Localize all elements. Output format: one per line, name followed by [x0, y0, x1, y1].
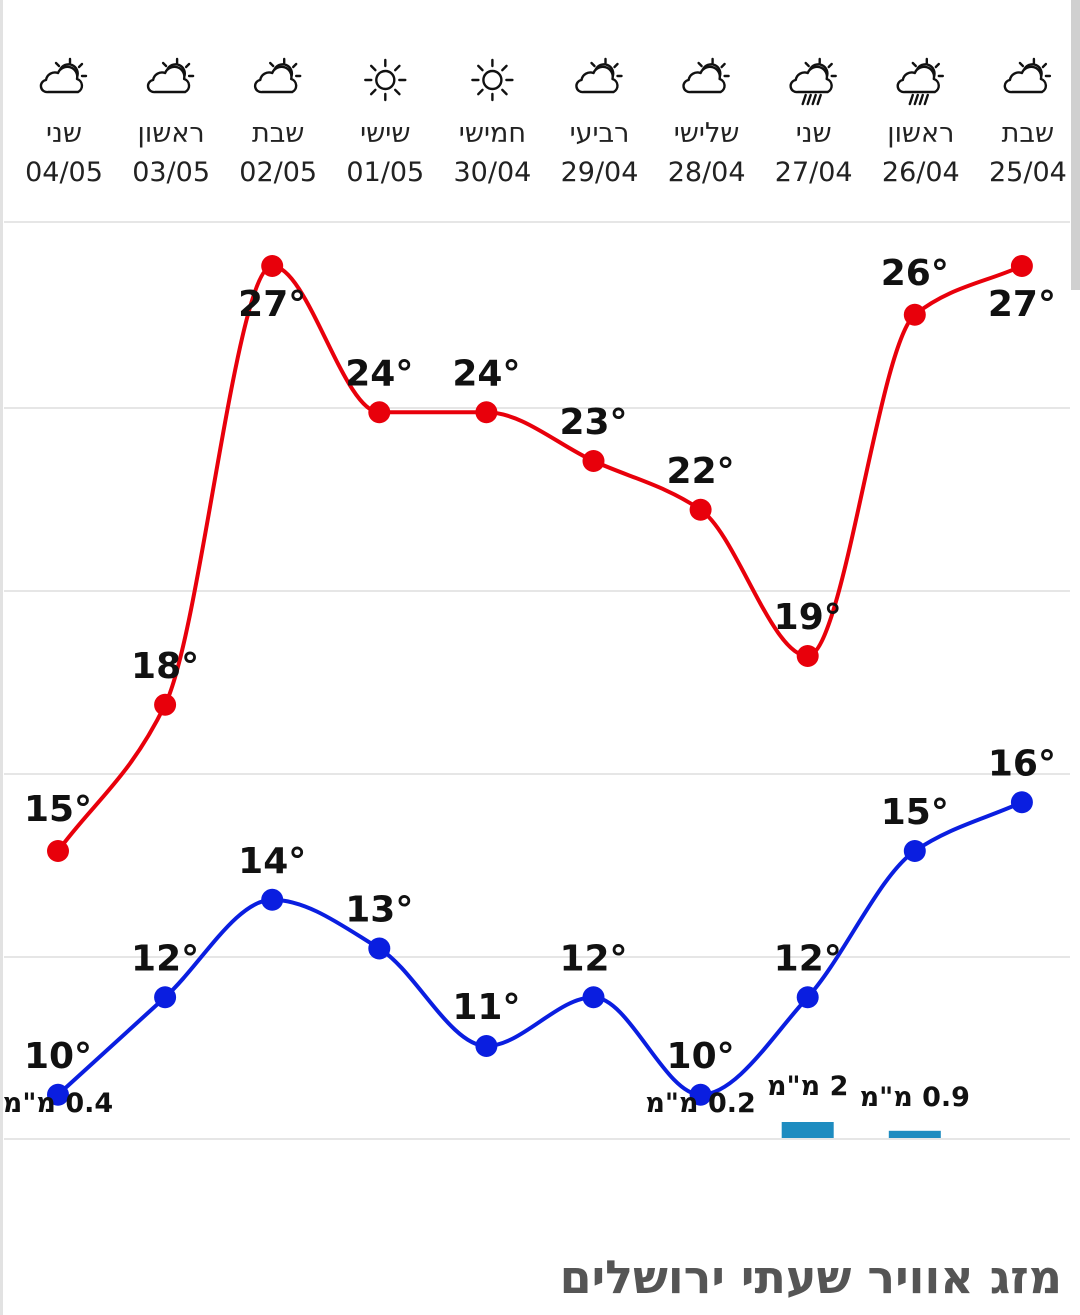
- day-name-label: שבת: [252, 118, 304, 149]
- high-temperature-line: [56, 263, 1024, 853]
- high-temperature-point: [475, 401, 498, 424]
- partly-cloudy-icon: [1003, 57, 1052, 94]
- day-name-label: שני: [796, 118, 832, 149]
- high-temperature-label: 26°: [881, 253, 949, 294]
- day-name-label: רביעי: [570, 118, 630, 149]
- precipitation-bar: [888, 1130, 941, 1138]
- precipitation-bar: [781, 1122, 834, 1138]
- high-temperature-point: [47, 840, 69, 862]
- low-temperature-point: [903, 840, 926, 862]
- partly-cloudy-icon: [575, 57, 623, 94]
- high-temperature-label: 15°: [24, 789, 92, 830]
- scrollbar[interactable]: [1071, 0, 1080, 290]
- partly-cloudy-icon: [146, 57, 195, 94]
- high-temperature-label: 27°: [238, 284, 306, 325]
- high-temperature-point: [903, 303, 926, 326]
- date-label: 29/04: [561, 157, 639, 188]
- precipitation-label: 2 מ"מ: [767, 1071, 848, 1102]
- low-temperature-point: [582, 986, 605, 1009]
- high-temperature-label: 22°: [667, 451, 735, 492]
- section-title: מזג אוויר שעתי ירושלים: [559, 1250, 1062, 1304]
- high-temperature-point: [261, 255, 284, 277]
- precipitation-label: 0.9 מ"מ: [860, 1082, 970, 1113]
- low-temperature-label: 11°: [452, 987, 520, 1028]
- low-temperature-point: [261, 888, 284, 911]
- sun-icon: [364, 58, 407, 102]
- low-temperature-point: [154, 986, 177, 1009]
- low-temperature-point: [368, 937, 391, 960]
- day-name-label: ראשון: [887, 118, 954, 149]
- high-temperature-label: 27°: [988, 284, 1056, 325]
- left-edge-line: [0, 0, 3, 1315]
- low-temperature-point: [689, 1083, 712, 1106]
- low-temperature-point: [1010, 791, 1033, 814]
- partly-cloudy-icon: [39, 57, 88, 94]
- precipitation-label: 0.4 מ"מ: [3, 1088, 113, 1119]
- date-label: 28/04: [668, 157, 746, 188]
- low-temperature-line: [56, 800, 1024, 1097]
- high-temperature-point: [368, 401, 391, 424]
- high-temperature-point: [154, 693, 177, 716]
- precipitation-label: 0.2 מ"מ: [645, 1088, 755, 1119]
- low-temperature-label: 13°: [345, 890, 413, 931]
- high-temperature-label: 24°: [452, 353, 520, 394]
- day-name-label: חמישי: [459, 118, 526, 149]
- high-temperature-point: [689, 498, 712, 521]
- date-label: 25/04: [989, 157, 1067, 188]
- day-name-label: שבת: [1002, 118, 1054, 149]
- low-temperature-label: 15°: [881, 792, 949, 833]
- forecast-chart: שני 04/05 ראשון 03/05 שבת 02/05 שישי 01/05 חמישי…: [3, 57, 1070, 1140]
- date-label: 30/04: [453, 157, 531, 188]
- partly-cloudy-icon: [682, 57, 730, 94]
- low-temperature-point: [47, 1083, 69, 1106]
- low-temperature-label: 14°: [238, 841, 306, 882]
- low-temperature-label: 12°: [131, 938, 199, 979]
- high-temperature-label: 23°: [559, 402, 627, 443]
- day-name-label: שני: [46, 118, 82, 149]
- day-name-label: ראשון: [138, 118, 205, 149]
- high-temperature-point: [582, 450, 605, 472]
- date-label: 03/05: [132, 157, 210, 188]
- low-temperature-point: [475, 1035, 498, 1057]
- low-temperature-label: 12°: [559, 938, 627, 979]
- high-temperature-point: [1010, 255, 1033, 277]
- low-temperature-label: 12°: [774, 938, 842, 979]
- high-temperature-label: 19°: [774, 597, 842, 638]
- day-name-label: שלישי: [674, 118, 740, 149]
- date-label: 27/04: [775, 157, 853, 188]
- rain-cloud-icon: [896, 57, 944, 106]
- high-temperature-label: 24°: [345, 353, 413, 394]
- high-temperature-point: [796, 645, 819, 667]
- partly-cloudy-icon: [253, 57, 302, 94]
- low-temperature-label: 16°: [988, 743, 1056, 784]
- high-temperature-label: 18°: [131, 646, 199, 687]
- date-label: 01/05: [346, 157, 424, 188]
- low-temperature-label: 10°: [667, 1036, 735, 1077]
- low-temperature-point: [796, 986, 819, 1009]
- rain-cloud-icon: [789, 57, 837, 106]
- low-temperature-label: 10°: [24, 1036, 92, 1077]
- day-name-label: שישי: [360, 118, 410, 149]
- date-label: 26/04: [882, 157, 960, 188]
- date-label: 02/05: [239, 157, 317, 188]
- date-label: 04/05: [25, 157, 103, 188]
- sun-icon: [471, 58, 514, 102]
